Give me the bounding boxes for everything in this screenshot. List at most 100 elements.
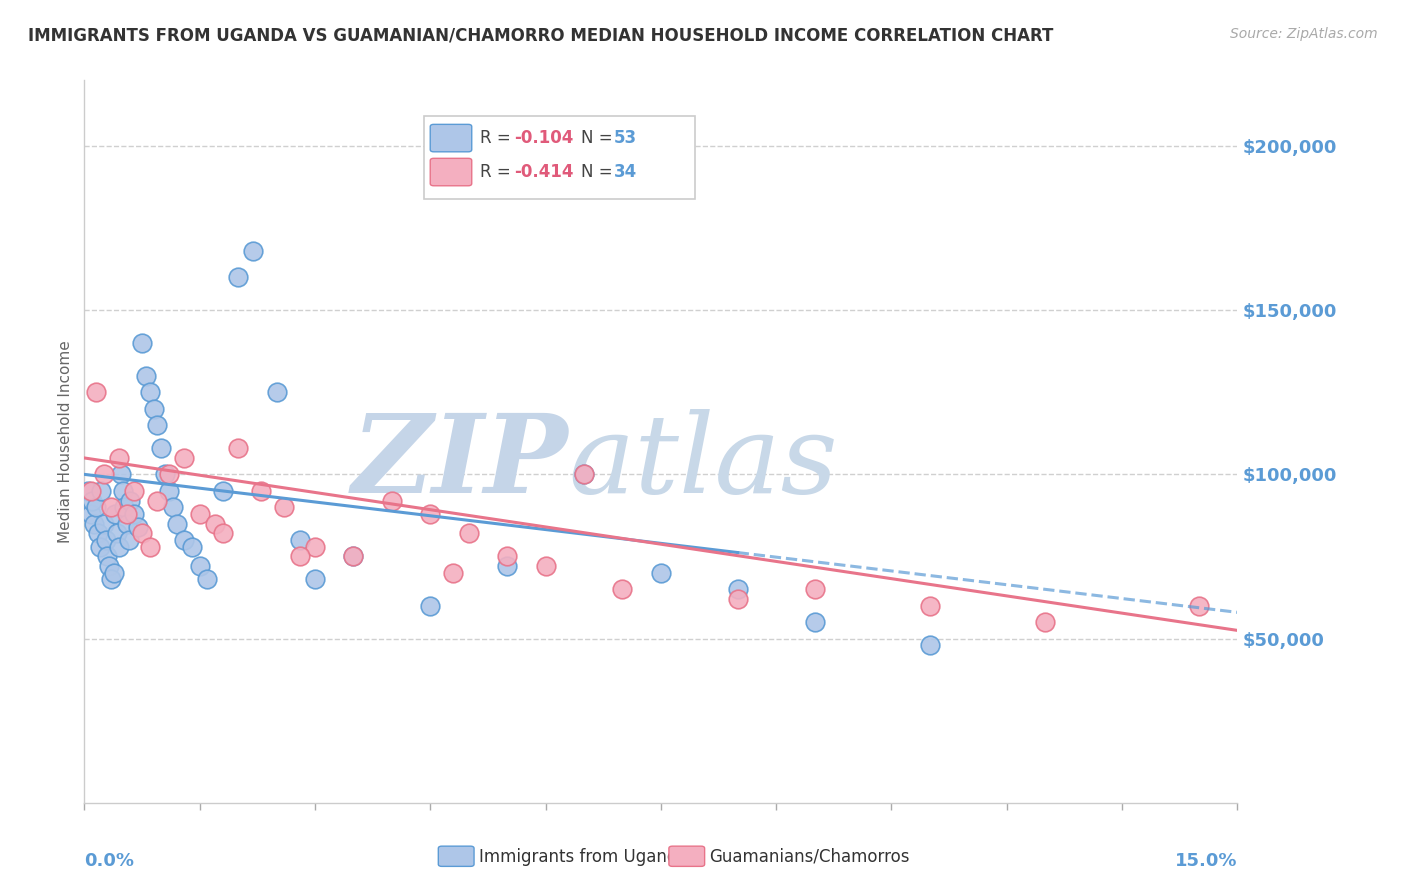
Point	[79, 483, 101, 498]
Point	[79, 507, 101, 521]
Point	[87, 526, 110, 541]
Point	[534, 559, 557, 574]
Point	[211, 526, 233, 541]
Point	[100, 500, 122, 515]
Point	[419, 507, 441, 521]
Point	[150, 441, 173, 455]
Point	[105, 526, 128, 541]
Point	[103, 566, 125, 580]
Point	[342, 549, 364, 564]
Point	[1033, 615, 1056, 630]
Point	[441, 566, 464, 580]
Point	[110, 467, 132, 482]
Text: Guamanians/Chamorros: Guamanians/Chamorros	[709, 848, 910, 866]
Point	[226, 270, 249, 285]
Point	[496, 559, 519, 574]
Text: IMMIGRANTS FROM UGANDA VS GUAMANIAN/CHAMORRO MEDIAN HOUSEHOLD INCOME CORRELATION: IMMIGRANTS FROM UGANDA VS GUAMANIAN/CHAM…	[28, 27, 1053, 45]
Text: N =: N =	[581, 129, 619, 147]
Point	[93, 516, 115, 531]
Point	[94, 533, 117, 547]
Point	[108, 540, 131, 554]
Point	[146, 418, 169, 433]
Point	[112, 500, 135, 515]
Text: 0.0%: 0.0%	[84, 852, 135, 870]
Point	[127, 520, 149, 534]
Point	[100, 573, 122, 587]
Text: atlas: atlas	[568, 409, 838, 517]
Point	[288, 549, 311, 564]
Point	[166, 516, 188, 531]
Point	[457, 526, 479, 541]
Point	[204, 516, 226, 531]
FancyBboxPatch shape	[425, 117, 696, 200]
Point	[84, 500, 107, 515]
Point	[84, 385, 107, 400]
Point	[135, 368, 157, 383]
Point	[138, 385, 160, 400]
Point	[97, 559, 120, 574]
Text: Immigrants from Uganda: Immigrants from Uganda	[478, 848, 688, 866]
Point	[115, 507, 138, 521]
Point	[727, 582, 749, 597]
Point	[108, 450, 131, 465]
Point	[266, 385, 288, 400]
Point	[572, 467, 595, 482]
Point	[288, 533, 311, 547]
Point	[612, 582, 634, 597]
Point	[195, 573, 218, 587]
Text: -0.414: -0.414	[515, 163, 574, 181]
Point	[727, 592, 749, 607]
Point	[188, 507, 211, 521]
Point	[226, 441, 249, 455]
Text: 53: 53	[613, 129, 637, 147]
Point	[104, 507, 127, 521]
Point	[124, 507, 146, 521]
Point	[650, 566, 672, 580]
FancyBboxPatch shape	[439, 847, 474, 866]
Point	[115, 516, 138, 531]
Point	[131, 526, 153, 541]
Text: -0.104: -0.104	[515, 129, 574, 147]
Point	[120, 493, 142, 508]
Point	[93, 467, 115, 482]
Point	[242, 244, 264, 258]
Point	[572, 467, 595, 482]
Point	[96, 549, 118, 564]
Point	[803, 582, 825, 597]
Point	[273, 500, 295, 515]
Point	[250, 483, 273, 498]
Point	[1188, 599, 1211, 613]
FancyBboxPatch shape	[669, 847, 704, 866]
Point	[304, 540, 326, 554]
Point	[918, 638, 941, 652]
Point	[157, 483, 180, 498]
Point	[83, 516, 105, 531]
Point	[153, 467, 176, 482]
Point	[918, 599, 941, 613]
Point	[419, 599, 441, 613]
Point	[173, 533, 195, 547]
Text: 34: 34	[613, 163, 637, 181]
Point	[111, 483, 134, 498]
Point	[304, 573, 326, 587]
Point	[803, 615, 825, 630]
Point	[188, 559, 211, 574]
Text: ZIP: ZIP	[352, 409, 568, 517]
Point	[80, 493, 103, 508]
FancyBboxPatch shape	[430, 158, 472, 186]
Point	[211, 483, 233, 498]
FancyBboxPatch shape	[430, 124, 472, 152]
Point	[142, 401, 165, 416]
Point	[138, 540, 160, 554]
Point	[181, 540, 204, 554]
Point	[77, 483, 100, 498]
Text: Source: ZipAtlas.com: Source: ZipAtlas.com	[1230, 27, 1378, 41]
Text: N =: N =	[581, 163, 619, 181]
Point	[90, 483, 112, 498]
Point	[173, 450, 195, 465]
Y-axis label: Median Household Income: Median Household Income	[58, 340, 73, 543]
Point	[496, 549, 519, 564]
Point	[381, 493, 404, 508]
Text: 15.0%: 15.0%	[1175, 852, 1237, 870]
Point	[118, 533, 141, 547]
